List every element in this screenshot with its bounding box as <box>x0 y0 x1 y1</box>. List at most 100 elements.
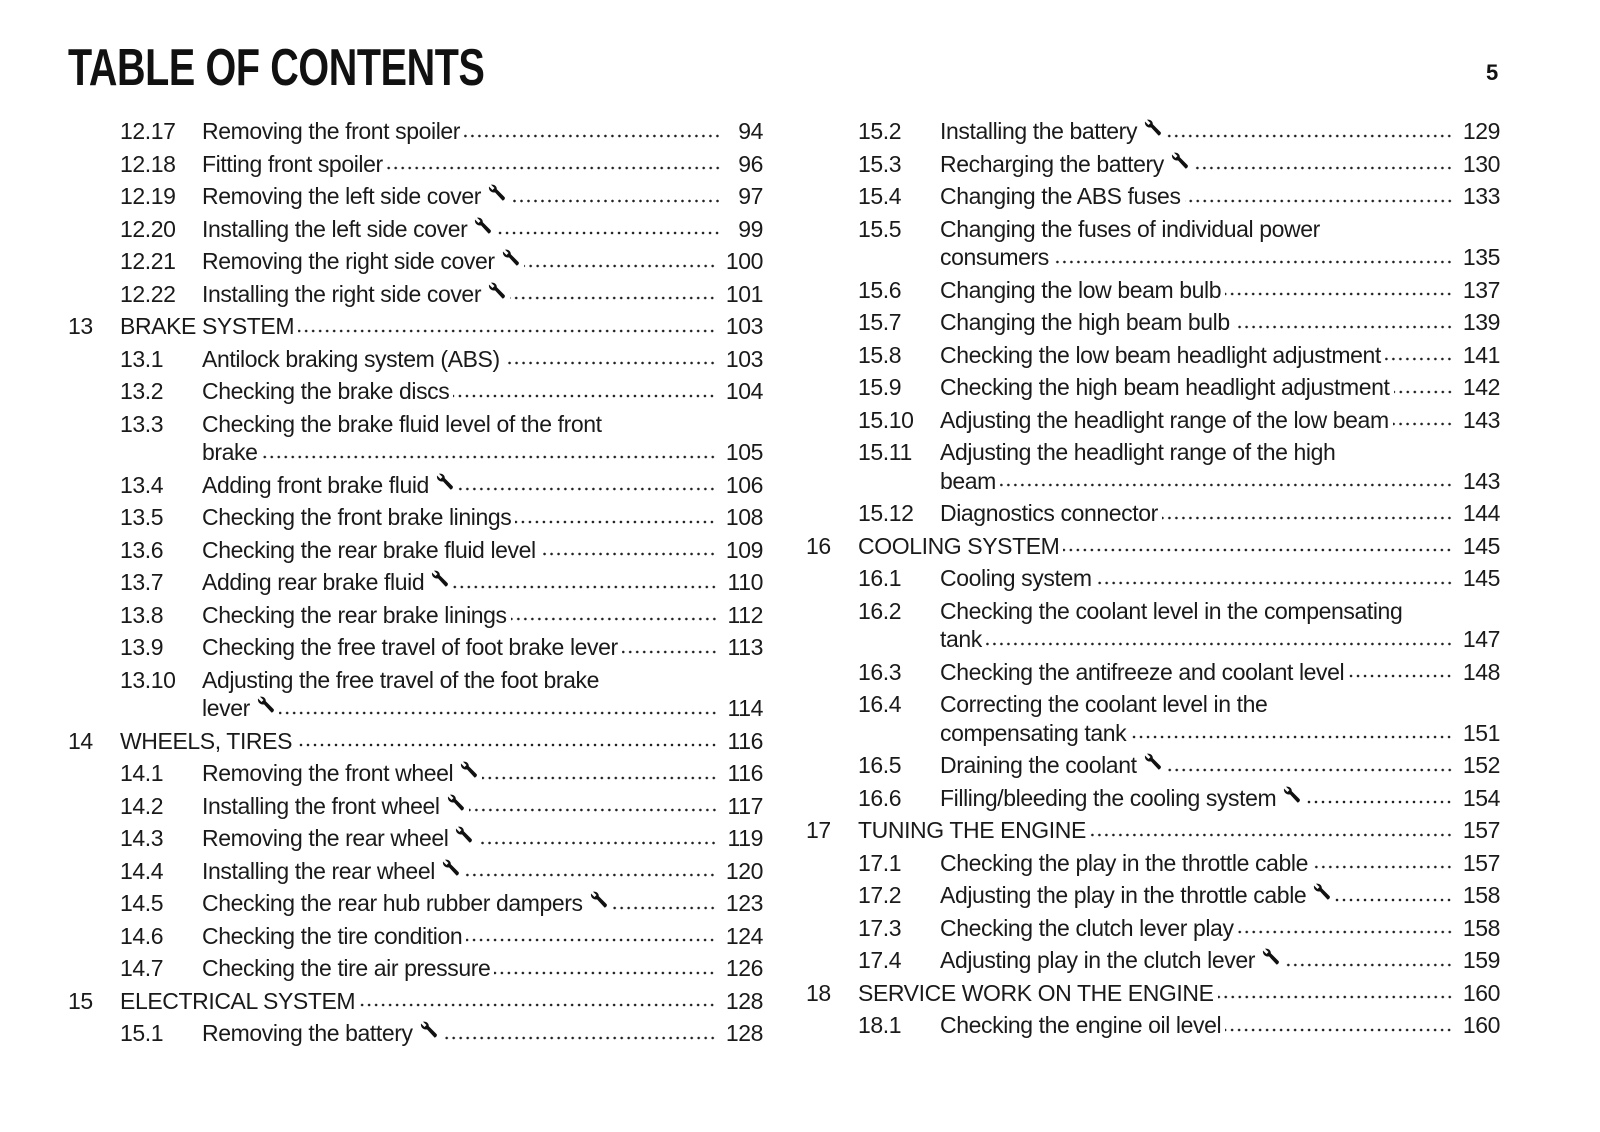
toc-entry[interactable]: 15.8 Checking the low beam headlight adju… <box>806 339 1500 372</box>
toc-entry[interactable]: 14.6 Checking the tire condition 124 <box>68 920 763 953</box>
entry-page[interactable]: 106 <box>725 471 764 498</box>
toc-entry[interactable]: 13.8 Checking the rear brake linings 112 <box>68 599 763 632</box>
entry-page[interactable]: 139 <box>1462 309 1501 335</box>
toc-entry[interactable]: 16.2 Checking the coolant level in the co… <box>806 595 1500 656</box>
entry-page[interactable]: 110 <box>727 569 764 595</box>
toc-entry[interactable]: 13.4 Adding front brake fluid 106 <box>68 469 763 502</box>
toc-entry[interactable]: 16.6 Filling/bleeding the cooling system 1… <box>806 782 1500 815</box>
toc-entry[interactable]: 15.12 Diagnostics connector 144 <box>806 497 1500 530</box>
toc-entry[interactable]: 14.7 Checking the tire air pressure 126 <box>68 952 763 985</box>
toc-entry[interactable]: 13.10 Adjusting the free travel of the fo… <box>68 664 763 725</box>
entry-page[interactable]: 117 <box>727 792 764 819</box>
toc-chapter[interactable]: 14 WHEELS, TIRES 116 <box>68 725 763 758</box>
entry-page[interactable]: 143 <box>1462 467 1501 494</box>
entry-page[interactable]: 100 <box>725 248 764 274</box>
toc-entry[interactable]: 14.2 Installing the front wheel 117 <box>68 790 763 823</box>
entry-page[interactable]: 158 <box>1462 914 1501 941</box>
toc-entry[interactable]: 14.1 Removing the front wheel 116 <box>68 757 763 790</box>
toc-entry[interactable]: 16.3 Checking the antifreeze and coolant … <box>806 656 1500 689</box>
entry-page[interactable]: 130 <box>1462 150 1501 177</box>
toc-entry[interactable]: 15.5 Changing the fuses of individual pow… <box>806 213 1500 274</box>
toc-entry[interactable]: 14.4 Installing the rear wheel 120 <box>68 855 763 888</box>
toc-entry[interactable]: 15.9 Checking the high beam headlight adj… <box>806 371 1500 404</box>
toc-entry[interactable]: 17.1 Checking the play in the throttle ca… <box>806 847 1500 880</box>
entry-page[interactable]: 141 <box>1462 341 1501 368</box>
toc-chapter[interactable]: 13 BRAKE SYSTEM 103 <box>68 310 763 343</box>
entry-page[interactable]: 116 <box>727 760 764 786</box>
toc-chapter[interactable]: 18 SERVICE WORK ON THE ENGINE 160 <box>806 977 1500 1010</box>
entry-page[interactable]: 128 <box>725 1020 764 1046</box>
entry-page[interactable]: 137 <box>1462 276 1501 303</box>
entry-page[interactable]: 160 <box>1462 979 1501 1006</box>
entry-page[interactable]: 159 <box>1462 947 1501 973</box>
entry-page[interactable]: 123 <box>725 890 764 916</box>
entry-page[interactable]: 135 <box>1462 244 1501 270</box>
toc-entry[interactable]: 15.3 Recharging the battery 130 <box>806 148 1500 181</box>
entry-page[interactable]: 112 <box>727 601 764 628</box>
toc-entry[interactable]: 13.3 Checking the brake fluid level of th… <box>68 408 763 469</box>
toc-chapter[interactable]: 17 TUNING THE ENGINE 157 <box>806 814 1500 847</box>
entry-page[interactable]: 145 <box>1462 565 1501 591</box>
entry-page[interactable]: 160 <box>1462 1012 1501 1038</box>
toc-entry[interactable]: 13.1 Antilock braking system (ABS) 103 <box>68 343 763 376</box>
entry-page[interactable]: 114 <box>727 695 764 721</box>
entry-page[interactable]: 96 <box>738 150 763 177</box>
entry-page[interactable]: 113 <box>727 634 764 660</box>
toc-chapter[interactable]: 15 ELECTRICAL SYSTEM 128 <box>68 985 763 1018</box>
toc-entry[interactable]: 13.9 Checking the free travel of foot bra… <box>68 631 763 664</box>
toc-chapter[interactable]: 16 COOLING SYSTEM 145 <box>806 530 1500 563</box>
toc-entry[interactable]: 17.3 Checking the clutch lever play 158 <box>806 912 1500 945</box>
entry-page[interactable]: 157 <box>1462 849 1501 876</box>
entry-page[interactable]: 103 <box>725 345 764 372</box>
toc-entry[interactable]: 15.11 Adjusting the headlight range of th… <box>806 436 1500 497</box>
toc-entry[interactable]: 12.19 Removing the left side cover 97 <box>68 180 763 213</box>
entry-page[interactable]: 128 <box>725 987 764 1014</box>
entry-page[interactable]: 116 <box>727 727 764 754</box>
toc-entry[interactable]: 17.4 Adjusting play in the clutch lever 15… <box>806 944 1500 977</box>
toc-entry[interactable]: 13.2 Checking the brake discs 104 <box>68 375 763 408</box>
entry-page[interactable]: 151 <box>1462 719 1501 746</box>
toc-entry[interactable]: 13.5 Checking the front brake linings 108 <box>68 501 763 534</box>
entry-page[interactable]: 97 <box>738 183 763 209</box>
toc-entry[interactable]: 15.10 Adjusting the headlight range of th… <box>806 404 1500 437</box>
entry-page[interactable]: 148 <box>1462 658 1501 685</box>
entry-page[interactable]: 109 <box>725 536 764 563</box>
toc-entry[interactable]: 17.2 Adjusting the play in the throttle c… <box>806 879 1500 912</box>
entry-page[interactable]: 154 <box>1462 784 1501 811</box>
toc-entry[interactable]: 12.22 Installing the right side cover 101 <box>68 278 763 311</box>
entry-page[interactable]: 152 <box>1462 752 1501 778</box>
entry-page[interactable]: 103 <box>725 313 764 339</box>
toc-entry[interactable]: 16.1 Cooling system 145 <box>806 562 1500 595</box>
toc-entry[interactable]: 15.1 Removing the battery 128 <box>68 1017 763 1050</box>
toc-entry[interactable]: 14.5 Checking the rear hub rubber dampers… <box>68 887 763 920</box>
entry-page[interactable]: 120 <box>725 857 764 884</box>
entry-page[interactable]: 157 <box>1462 817 1501 843</box>
toc-entry[interactable]: 12.21 Removing the right side cover 100 <box>68 245 763 278</box>
toc-entry[interactable]: 16.5 Draining the coolant 152 <box>806 749 1500 782</box>
toc-entry[interactable]: 14.3 Removing the rear wheel 119 <box>68 822 763 855</box>
entry-page[interactable]: 144 <box>1462 500 1501 526</box>
entry-page[interactable]: 99 <box>738 215 763 242</box>
entry-page[interactable]: 133 <box>1462 183 1501 209</box>
entry-page[interactable]: 126 <box>725 955 764 981</box>
toc-entry[interactable]: 12.20 Installing the left side cover 99 <box>68 213 763 246</box>
entry-page[interactable]: 147 <box>1462 626 1501 652</box>
entry-page[interactable]: 101 <box>725 280 764 307</box>
toc-entry[interactable]: 13.6 Checking the rear brake fluid level 1… <box>68 534 763 567</box>
entry-page[interactable]: 124 <box>725 922 764 949</box>
entry-page[interactable]: 143 <box>1462 406 1501 433</box>
entry-page[interactable]: 145 <box>1462 532 1501 559</box>
toc-entry[interactable]: 15.6 Changing the low beam bulb 137 <box>806 274 1500 307</box>
toc-entry[interactable]: 15.7 Changing the high beam bulb 139 <box>806 306 1500 339</box>
toc-entry[interactable]: 15.4 Changing the ABS fuses 133 <box>806 180 1500 213</box>
toc-entry[interactable]: 16.4 Correcting the coolant level in the c… <box>806 688 1500 749</box>
entry-page[interactable]: 142 <box>1462 374 1501 400</box>
entry-page[interactable]: 158 <box>1462 882 1501 908</box>
entry-page[interactable]: 129 <box>1462 118 1501 144</box>
toc-entry[interactable]: 12.17 Removing the front spoiler 94 <box>68 115 763 148</box>
entry-page[interactable]: 108 <box>725 504 764 530</box>
toc-entry[interactable]: 18.1 Checking the engine oil level 160 <box>806 1009 1500 1042</box>
toc-entry[interactable]: 12.18 Fitting front spoiler 96 <box>68 148 763 181</box>
toc-entry[interactable]: 13.7 Adding rear brake fluid 110 <box>68 566 763 599</box>
entry-page[interactable]: 105 <box>725 439 764 465</box>
